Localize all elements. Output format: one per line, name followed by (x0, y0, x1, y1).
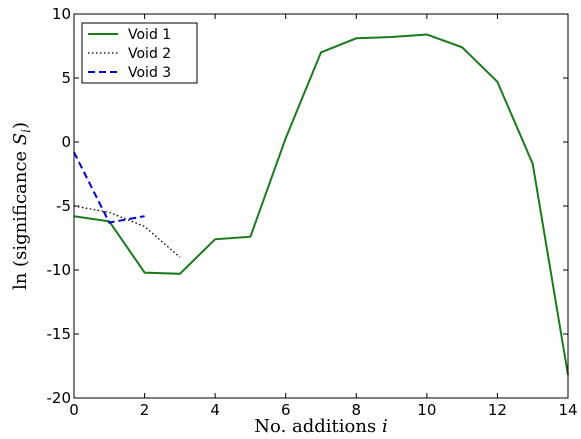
x-tick-label: 8 (352, 401, 362, 419)
y-tick-label: -10 (47, 261, 72, 279)
x-tick-label: 10 (417, 401, 436, 419)
x-tick-label: 12 (488, 401, 507, 419)
x-tick-label: 6 (281, 401, 291, 419)
tick-layer: 0 2 4 6 8 10 12 14 10 5 0 -5 -10 -15 -20 (47, 5, 578, 419)
y-tick-label: -20 (47, 389, 72, 407)
x-tick-label: 14 (558, 401, 577, 419)
x-tick-label: 0 (69, 401, 79, 419)
y-tick-label: 10 (52, 5, 71, 23)
y-tick-label: 5 (61, 69, 71, 87)
series-layer (73, 33, 569, 376)
legend-label-void-3: Void 3 (128, 65, 171, 81)
legend-label-void-1: Void 1 (128, 27, 171, 43)
series-line-void-1 (73, 33, 569, 376)
legend-label-void-2: Void 2 (128, 46, 171, 62)
legend: Void 1 Void 2 Void 3 (81, 22, 198, 84)
series-line-void-2 (73, 205, 181, 258)
x-tick-label: 2 (140, 401, 150, 419)
x-tick-label: 4 (210, 401, 220, 419)
y-tick-label: -15 (47, 325, 72, 343)
y-axis-label: ln (significance Si) (10, 122, 33, 290)
y-tick-label: 0 (61, 133, 71, 151)
series-line-void-3 (73, 151, 145, 224)
y-tick-label: -5 (56, 197, 71, 215)
x-axis-label: No. additions i (254, 416, 387, 437)
